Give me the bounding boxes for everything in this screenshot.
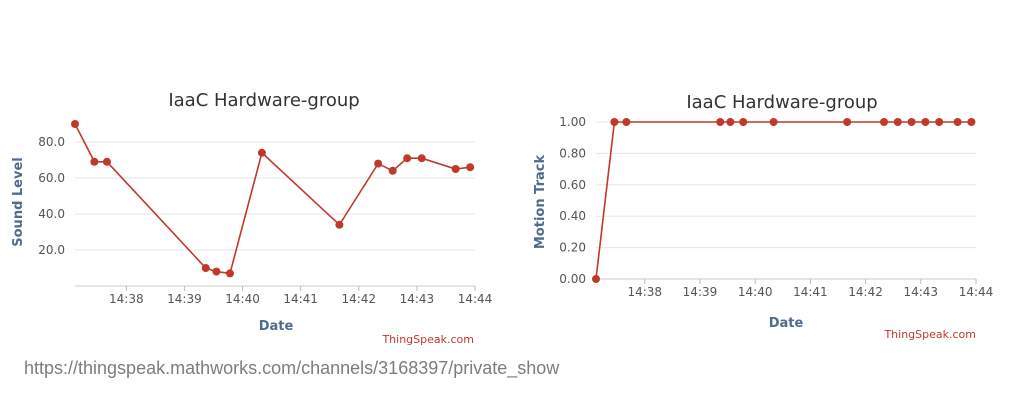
data-point xyxy=(71,120,79,128)
data-point xyxy=(610,118,619,126)
x-tick-label: 14:40 xyxy=(225,292,260,306)
data-point xyxy=(716,118,725,126)
data-point xyxy=(374,159,383,168)
chart-title: IaaC Hardware-group xyxy=(168,90,359,111)
source-url[interactable]: https://thingspeak.mathworks.com/channel… xyxy=(24,358,560,378)
x-tick-label: 14:40 xyxy=(738,285,773,299)
y-tick-label: 0.80 xyxy=(559,146,586,160)
data-point xyxy=(739,118,748,126)
data-point xyxy=(726,118,735,126)
data-point xyxy=(451,165,460,173)
y-axis-label: Motion Track xyxy=(533,155,548,250)
data-point xyxy=(592,275,600,283)
y-tick-label: 60.0 xyxy=(38,171,65,185)
data-point xyxy=(466,163,475,172)
x-tick-label: 14:43 xyxy=(400,292,435,306)
data-point xyxy=(843,118,852,126)
x-axis-label: Date xyxy=(769,316,804,331)
y-tick-label: 80.0 xyxy=(38,135,65,149)
x-tick-label: 14:41 xyxy=(283,292,318,306)
series-line xyxy=(74,123,471,275)
x-tick-label: 14:39 xyxy=(683,285,718,299)
y-tick-label: 0.40 xyxy=(559,209,586,223)
credit-label: ThingSpeak.com xyxy=(381,333,474,346)
data-point xyxy=(388,166,397,175)
credit-label: ThingSpeak.com xyxy=(883,328,976,341)
chart-1: IaaC Hardware-group 20.0 40.0 60.0 80.0 14:38… xyxy=(11,90,492,346)
data-point xyxy=(622,118,631,126)
y-tick-label: 40.0 xyxy=(38,207,65,221)
data-point xyxy=(921,118,930,126)
chart-2: IaaC Hardware-group 0.00 0.20 0.40 0.60 0.80 1… xyxy=(533,92,993,341)
data-point xyxy=(879,118,888,126)
x-tick-label: 14:42 xyxy=(341,292,376,306)
y-tick-label: 0.60 xyxy=(559,178,586,192)
chart-title: IaaC Hardware-group xyxy=(686,92,877,113)
data-point xyxy=(967,118,976,126)
data-point xyxy=(403,154,412,163)
y-tick-label: 0.20 xyxy=(559,241,586,255)
x-tick-label: 14:38 xyxy=(627,285,662,299)
series-line xyxy=(595,121,972,280)
data-point xyxy=(935,118,944,126)
data-point xyxy=(417,154,426,163)
y-tick-label: 1.00 xyxy=(559,115,586,129)
x-tick-label: 14:42 xyxy=(848,285,883,299)
x-tick-label: 14:44 xyxy=(458,292,493,306)
data-point xyxy=(257,148,266,157)
charts-canvas: IaaC Hardware-group 20.0 40.0 60.0 80.0 14:38… xyxy=(11,90,993,346)
data-point xyxy=(907,118,916,126)
x-tick-label: 14:44 xyxy=(959,285,994,299)
y-axis-label: Sound Level xyxy=(11,157,26,246)
y-tick-label: 0.00 xyxy=(559,272,586,286)
data-point xyxy=(953,118,962,126)
data-point xyxy=(90,157,99,166)
x-tick-label: 14:43 xyxy=(903,285,938,299)
data-point xyxy=(769,118,778,126)
data-point xyxy=(335,220,344,229)
x-tick-label: 14:41 xyxy=(793,285,828,299)
x-tick-label: 14:38 xyxy=(109,292,144,306)
x-axis-label: Date xyxy=(259,319,294,334)
data-point xyxy=(102,157,111,166)
data-point xyxy=(225,269,234,278)
data-point xyxy=(212,267,221,276)
data-point xyxy=(201,264,210,272)
data-point xyxy=(893,118,902,126)
x-tick-label: 14:39 xyxy=(167,292,202,306)
y-tick-label: 20.0 xyxy=(38,243,65,257)
